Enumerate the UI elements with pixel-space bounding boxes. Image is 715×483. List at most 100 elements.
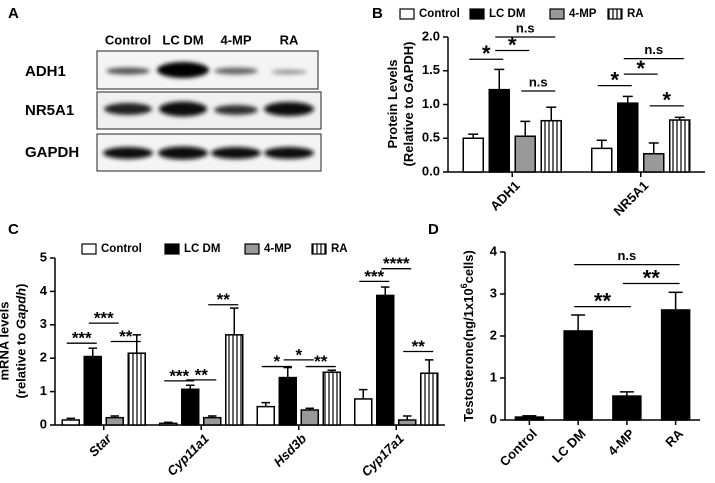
significance-label: ** [643,265,661,290]
legend-swatch [399,8,415,20]
bar [462,137,484,173]
significance-label: * [662,88,671,113]
significance-label: ** [412,337,426,356]
bar [83,355,102,426]
significance-label: n.s [644,42,663,57]
y-axis-label: Testosterone(ng/1x106cells) [459,250,476,422]
legend-label: LC DM [184,243,220,255]
panel-letter: D [428,221,439,238]
bar [159,422,178,426]
legend-swatch [469,8,485,20]
x-tick-label: LC DM [549,426,589,466]
blot-column: Control [105,32,151,47]
blot-row: NR5A1 [25,102,74,119]
legend-label: RA [627,8,644,20]
significance-label: **** [383,254,410,273]
significance-label: * [273,352,280,371]
significance-label: * [610,67,619,92]
bar [278,376,297,426]
significance-label: ** [314,352,328,371]
bar [488,88,510,173]
legend-label: 4-MP [569,8,597,20]
legend-swatch [549,8,565,20]
blot-column: LC DM [162,32,203,47]
y-tick-label: 1.0 [422,96,440,111]
legend-swatch [607,8,623,20]
legend-swatch [81,243,97,255]
y-axis-label-part: Protein Levels [385,60,400,149]
x-tick-label: Cyp11a1 [164,431,212,479]
legend-label: 4-MP [264,243,292,255]
y-tick-label: 1 [490,369,497,384]
x-tick-label: Control [497,426,540,469]
significance-label: * [482,41,491,66]
y-tick-label: 1 [40,383,47,398]
y-tick-label: 2 [40,350,47,365]
bar [181,388,200,426]
bar [643,153,665,173]
panel-letter: B [372,5,383,22]
bar [105,416,124,426]
significance-label: *** [94,309,114,328]
bar [514,135,536,173]
x-tick-label: Cyp17a1 [358,431,406,479]
y-tick-label: 0.5 [422,130,440,145]
bar [376,294,395,426]
y-axis-label: Protein Levels [385,60,400,149]
bar [354,398,373,426]
significance-label: n.s [617,248,636,263]
y-tick-label: 5 [40,249,47,264]
significance-label: *** [72,329,92,348]
blot-bands [103,62,314,160]
y-tick-label: 3 [490,285,497,300]
legend-swatch [164,243,180,255]
y-tick-label: 4 [40,283,48,298]
significance-label: n.s [529,74,548,89]
legend-label: Control [419,8,460,20]
significance-label: *** [364,267,384,286]
blot-row: ADH1 [25,63,66,80]
bar [540,119,562,173]
y-axis-label: (Relative to GAPDH) [401,42,416,167]
blot-panel: A Control LC DM 4-MP RA ADH1 NR5A1 GAPDH [8,5,322,172]
y-tick-label: 0 [40,416,47,431]
bar [514,416,545,421]
panel-letter: A [8,5,19,22]
y-axis-label-part: Gapdh [14,288,29,329]
y-axis-label-part: ) [14,284,29,288]
x-tick-label: Star [86,430,115,459]
significance-label: * [636,56,645,81]
legend-label: LC DM [489,8,525,20]
bar [300,409,319,426]
x-tick-label: RA [662,426,686,450]
blot-column: 4-MP [220,32,251,47]
y-axis-label: (relative to Gapdh) [14,284,29,399]
x-tick-label: Hsd3b [271,431,310,470]
y-tick-label: 4 [490,243,498,258]
significance-label: *** [169,366,189,385]
y-axis-label-part: mRNA levels [0,302,12,381]
bar [225,334,244,426]
legend-swatch [311,243,327,255]
bar [591,147,613,173]
y-axis-label-part: 6 [459,283,469,288]
significance-label: n.s [516,20,535,35]
y-tick-label: 0.0 [422,163,440,178]
bar [322,371,341,426]
x-tick-label: ADH1 [487,178,523,214]
y-axis-label-part: cells) [461,250,476,283]
y-tick-label: 0 [490,411,497,426]
bar [660,309,691,421]
bar [563,330,593,421]
blot-column: RA [280,32,299,47]
y-tick-label: 2 [490,327,497,342]
bar [612,395,642,421]
bar [617,102,639,173]
bar [203,416,222,426]
significance-label: ** [217,290,231,309]
legend-label: Control [101,243,142,255]
y-axis-label: mRNA levels [0,302,12,381]
bar [398,419,417,426]
blot-row: GAPDH [25,144,79,161]
